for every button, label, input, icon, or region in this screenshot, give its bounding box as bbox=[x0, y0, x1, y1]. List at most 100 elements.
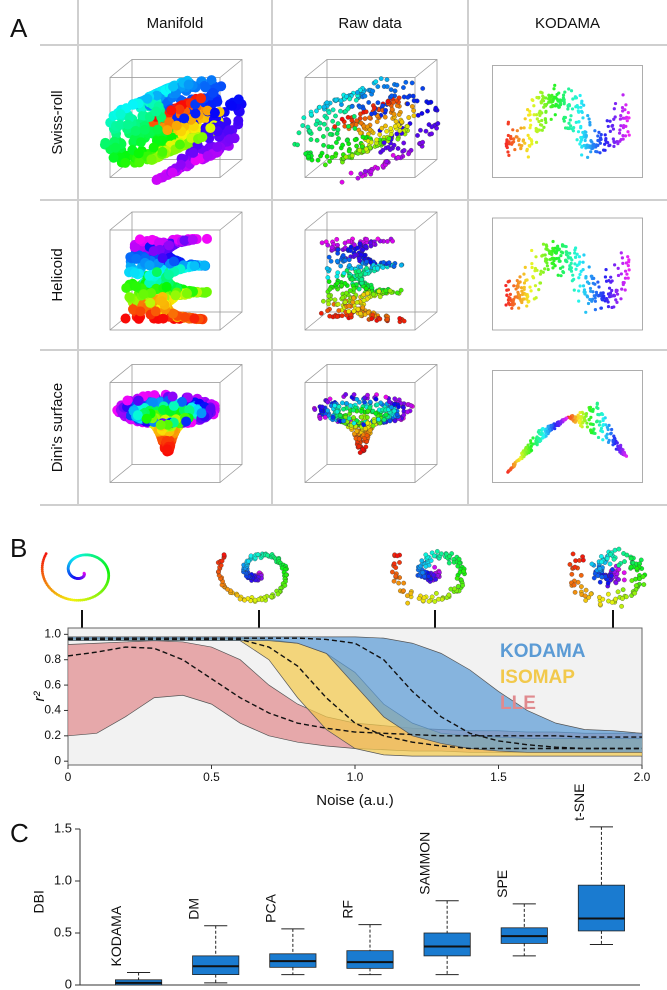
raw-point bbox=[347, 258, 351, 262]
embedding-point bbox=[597, 436, 600, 439]
embedding-point bbox=[571, 274, 574, 277]
surface-patch bbox=[212, 142, 222, 152]
embedding-point bbox=[544, 110, 547, 113]
raw-point bbox=[351, 408, 355, 412]
raw-point bbox=[425, 109, 429, 113]
raw-point bbox=[421, 86, 425, 90]
raw-point bbox=[343, 300, 347, 304]
surface-patch bbox=[210, 108, 220, 118]
y-tick-label: 0 bbox=[54, 753, 61, 767]
spiral-point bbox=[432, 565, 436, 569]
category-label: KODAMA bbox=[108, 905, 124, 966]
embedding-point bbox=[534, 255, 537, 258]
raw-point bbox=[337, 404, 341, 408]
surface-patch bbox=[157, 147, 167, 157]
raw-point bbox=[359, 415, 363, 419]
embedding-point bbox=[551, 240, 554, 243]
raw-point bbox=[333, 298, 337, 302]
raw-point bbox=[364, 266, 368, 270]
surface-patch bbox=[162, 125, 172, 135]
embedding-point bbox=[526, 108, 529, 111]
embedding-point bbox=[570, 258, 573, 261]
embedding-point bbox=[627, 264, 630, 267]
raw-point bbox=[385, 77, 389, 81]
embedding-point bbox=[507, 121, 510, 124]
raw-point bbox=[336, 271, 340, 275]
embedding-point bbox=[542, 435, 545, 438]
raw-point bbox=[322, 105, 326, 109]
spiral-point bbox=[436, 597, 440, 601]
spiral-point bbox=[577, 558, 581, 562]
spiral-point bbox=[642, 582, 646, 586]
raw-point bbox=[325, 127, 329, 131]
raw-point bbox=[434, 106, 438, 110]
raw-points bbox=[293, 76, 441, 184]
cube-edge bbox=[110, 465, 132, 483]
raw-point bbox=[382, 418, 386, 422]
embedding-point bbox=[540, 119, 543, 122]
raw-point bbox=[373, 411, 377, 415]
raw-point bbox=[363, 94, 367, 98]
category-label: SPE bbox=[494, 870, 510, 898]
embedding-point bbox=[604, 275, 607, 278]
embedding-point bbox=[580, 417, 583, 420]
raw-point bbox=[365, 433, 369, 437]
embedding-point bbox=[539, 91, 542, 94]
raw-point bbox=[335, 237, 339, 241]
box bbox=[578, 885, 624, 931]
embedding-point bbox=[545, 243, 548, 246]
embedding-point bbox=[612, 118, 615, 121]
raw-point bbox=[376, 237, 380, 241]
spiral-point bbox=[622, 578, 626, 582]
embedding-point bbox=[574, 96, 577, 99]
embedding-point bbox=[602, 423, 605, 426]
embedding-point bbox=[537, 430, 540, 433]
raw-point bbox=[325, 100, 329, 104]
embedding-point bbox=[609, 120, 612, 123]
embedding-point bbox=[529, 289, 532, 292]
spiral-point bbox=[392, 561, 396, 565]
raw-point bbox=[387, 399, 391, 403]
embedding-point bbox=[513, 148, 516, 151]
raw-point bbox=[386, 145, 390, 149]
embedding-point bbox=[582, 412, 585, 415]
raw-point bbox=[345, 138, 349, 142]
embedding-point bbox=[552, 259, 555, 262]
surface-patch bbox=[131, 254, 141, 264]
raw-point bbox=[349, 171, 353, 175]
raw-point bbox=[364, 237, 368, 241]
embedding-point bbox=[523, 142, 526, 145]
spiral-thumbnail bbox=[390, 549, 467, 605]
raw-point bbox=[397, 112, 401, 116]
column-header: KODAMA bbox=[535, 15, 600, 32]
raw-point bbox=[340, 313, 344, 317]
embedding-points bbox=[505, 84, 631, 159]
raw-point bbox=[337, 308, 341, 312]
manifold-surface bbox=[112, 390, 219, 457]
raw-point bbox=[395, 291, 399, 295]
raw-point bbox=[325, 154, 329, 158]
embedding-point bbox=[550, 252, 553, 255]
x-tick-label: 1.0 bbox=[347, 770, 364, 784]
embedding-point bbox=[530, 138, 533, 141]
raw-point bbox=[347, 309, 351, 313]
surface-patch bbox=[134, 157, 144, 167]
surface-patch bbox=[123, 120, 133, 130]
raw-point bbox=[314, 109, 318, 113]
surface-patch bbox=[134, 396, 144, 406]
spiral-thumbnail bbox=[41, 552, 110, 601]
surface-patch bbox=[172, 121, 182, 131]
embedding-point bbox=[591, 410, 594, 413]
embedding-point bbox=[577, 130, 580, 133]
embedding-point bbox=[524, 117, 527, 120]
raw-point bbox=[336, 302, 340, 306]
raw-point bbox=[371, 424, 375, 428]
embedding-point bbox=[589, 406, 592, 409]
raw-point bbox=[429, 132, 433, 136]
raw-point bbox=[326, 243, 330, 247]
spiral-point bbox=[598, 602, 602, 606]
embedding-point bbox=[535, 141, 538, 144]
raw-point bbox=[436, 121, 440, 125]
surface-patch bbox=[208, 88, 218, 98]
surface-patch bbox=[152, 175, 162, 185]
